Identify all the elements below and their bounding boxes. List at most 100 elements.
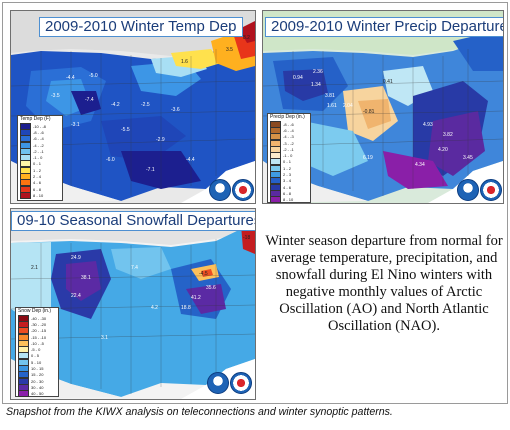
svg-text:1.61: 1.61 [327, 103, 337, 109]
source-footnote: Snapshot from the KIWX analysis on telec… [6, 406, 393, 418]
svg-text:7.4: 7.4 [131, 265, 138, 271]
svg-text:-0.81: -0.81 [363, 109, 375, 115]
legend-label: -6 - -4 [33, 136, 44, 142]
svg-text:-4.5: -4.5 [199, 271, 208, 277]
svg-text:-5.0: -5.0 [89, 73, 98, 79]
svg-text:24.9: 24.9 [71, 255, 81, 261]
legend-label: -4 - -2 [33, 142, 44, 148]
svg-text:3.45: 3.45 [463, 155, 473, 161]
legend-label: 0 - 1 [33, 161, 42, 167]
svg-text:-18: -18 [243, 235, 250, 241]
svg-text:18.8: 18.8 [181, 305, 191, 311]
svg-text:-4.2: -4.2 [111, 102, 120, 108]
legend-label: -40 - -30 [31, 315, 47, 321]
legend-label: 2 - 3 [283, 172, 292, 178]
svg-text:1.34: 1.34 [311, 82, 321, 88]
svg-text:8.2: 8.2 [243, 35, 250, 41]
legend-label: 1 - 2 [283, 165, 292, 171]
legend-label: 10 - 15 [31, 366, 44, 372]
svg-text:-7.4: -7.4 [85, 97, 94, 103]
noaa-logo-icon [209, 179, 231, 201]
noaa-logo-icon [457, 179, 479, 201]
svg-text:4.2: 4.2 [151, 305, 158, 311]
svg-text:3.1: 3.1 [101, 335, 108, 341]
svg-text:1.6: 1.6 [181, 59, 188, 65]
legend-label: 15 - 20 [31, 372, 44, 378]
svg-text:2.36: 2.36 [313, 69, 323, 75]
snowfall-departure-map: 24.9 38.1 22.4 41.2 35.6 18.8 7.4 4.2 3.1 2.1 -… [10, 208, 256, 400]
temp-legend: Temp Dep (F) -10 - -8 -8 - -6 -6 - -4 -4 - … [17, 115, 63, 201]
noaa-logo-icon [207, 372, 229, 394]
svg-text:41.2: 41.2 [191, 295, 201, 301]
snow-panel-title: 09-10 Seasonal Snowfall Departures [11, 211, 255, 231]
snow-legend: Snow Dep (in.) -40 - -30 -30 - -20 -20 - -… [15, 307, 59, 398]
legend-label: -30 - -20 [31, 321, 47, 327]
svg-text:-6.0: -6.0 [106, 157, 115, 163]
figure-caption: Winter season departure from normal for … [265, 233, 503, 334]
svg-text:-7.1: -7.1 [146, 167, 155, 173]
nws-logo-icon [230, 372, 252, 394]
svg-text:22.4: 22.4 [71, 293, 81, 299]
legend-label: -1 - 0 [283, 153, 293, 159]
precip-departure-map: 0.942.361.34 3.811.612.04 1.882.786.19 4… [262, 10, 504, 204]
svg-text:-3.5: -3.5 [51, 93, 60, 99]
temp-panel-title: 2009-2010 Winter Temp Dep [39, 17, 243, 37]
legend-row: 40 - 50 [16, 390, 58, 398]
snow-legend-rows: -40 - -30 -30 - -20 -20 - -15 -15 - -10 -10 … [16, 314, 58, 398]
legend-label: -3 - -2 [283, 140, 294, 146]
legend-label: 4 - 6 [33, 180, 42, 186]
legend-label: 4 - 6 [283, 184, 292, 190]
legend-label: 40 - 50 [31, 391, 44, 397]
nws-logo-icon [480, 179, 502, 201]
legend-label: -8 - -6 [283, 121, 294, 127]
legend-label: 1 - 2 [33, 167, 42, 173]
legend-label: -20 - -15 [31, 328, 47, 334]
svg-text:0.94: 0.94 [293, 75, 303, 81]
legend-label: 20 - 30 [31, 378, 44, 384]
precip-panel-title: 2009-2010 Winter Precip Departure [265, 17, 503, 37]
legend-swatch [270, 196, 281, 203]
svg-text:-4.4: -4.4 [186, 157, 195, 163]
svg-text:4.93: 4.93 [423, 122, 433, 128]
svg-text:-2.9: -2.9 [156, 137, 165, 143]
temp-legend-title: Temp Dep (F) [20, 116, 51, 122]
precip-legend-rows: -8 - -6 -6 - -4 -4 - -3 -3 - -2 -2 - -1 -1 - … [268, 120, 310, 203]
svg-text:-3.6: -3.6 [171, 107, 180, 113]
svg-text:2.1: 2.1 [31, 265, 38, 271]
legend-label: 6 - 8 [283, 190, 292, 196]
svg-text:-5.5: -5.5 [121, 127, 130, 133]
snow-legend-title: Snow Dep (in.) [18, 308, 52, 314]
temp-departure-map: -4.4 -5.0 -3.5 -7.4 -4.2 -2.5 -3.6 -3.1 -5.5 -… [10, 10, 256, 204]
svg-text:-2.5: -2.5 [141, 102, 150, 108]
svg-text:4.20: 4.20 [438, 147, 448, 153]
svg-text:3.5: 3.5 [226, 47, 233, 53]
figure-frame: -4.4 -5.0 -3.5 -7.4 -4.2 -2.5 -3.6 -3.1 -5.5 -… [2, 2, 508, 404]
svg-text:-3.1: -3.1 [71, 122, 80, 128]
legend-label: 2 - 4 [33, 174, 42, 180]
svg-text:0.41: 0.41 [383, 79, 393, 85]
legend-swatch [20, 191, 31, 199]
svg-text:4.34: 4.34 [415, 162, 425, 168]
legend-label: -10 - -5 [31, 340, 44, 346]
legend-label: -15 - -10 [31, 334, 47, 340]
legend-label: 0 - 1 [283, 159, 292, 165]
legend-label: 0 - 5 [31, 353, 40, 359]
legend-swatch [18, 390, 29, 398]
legend-label: 8 - 10 [283, 197, 294, 203]
legend-label: 5 - 10 [31, 359, 42, 365]
legend-label: -6 - -4 [283, 127, 294, 133]
svg-text:6.19: 6.19 [363, 155, 373, 161]
precip-legend-title: Precip Dep (in.) [270, 114, 305, 120]
legend-label: -1 - 0 [33, 155, 43, 161]
svg-text:38.1: 38.1 [81, 275, 91, 281]
legend-label: 3 - 4 [283, 178, 292, 184]
legend-label: -5 - 0 [31, 347, 41, 353]
legend-label: -10 - -8 [33, 123, 46, 129]
legend-label: -8 - -6 [33, 129, 44, 135]
legend-label: 30 - 40 [31, 384, 44, 390]
nws-logo-icon [232, 179, 254, 201]
svg-text:35.6: 35.6 [206, 285, 216, 291]
temp-legend-rows: -10 - -8 -8 - -6 -6 - -4 -4 - -2 -2 - -1 -1 -… [18, 122, 62, 199]
legend-row: 8 - 10 [18, 191, 62, 199]
legend-label: -2 - -1 [283, 146, 294, 152]
